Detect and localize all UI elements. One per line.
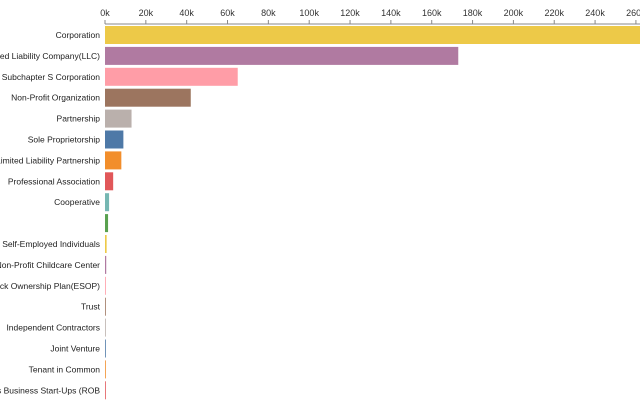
bar[interactable]: [105, 381, 106, 400]
category-label: Independent Contractors: [6, 323, 100, 333]
bar[interactable]: [105, 88, 191, 107]
bar[interactable]: [105, 46, 459, 65]
bar[interactable]: [105, 130, 124, 149]
x-tick-label: 20k: [139, 8, 154, 18]
bar[interactable]: [105, 360, 106, 379]
bar[interactable]: [105, 235, 107, 253]
x-tick-label: 260k: [626, 8, 640, 18]
bar[interactable]: [105, 318, 106, 337]
category-label: Subchapter S Corporation: [2, 72, 101, 82]
x-tick-label: 60k: [220, 8, 235, 18]
bar[interactable]: [105, 67, 238, 86]
category-label: Rollover as Business Start-Ups (ROB: [0, 385, 100, 395]
bars: [105, 26, 640, 400]
bar[interactable]: [105, 297, 106, 316]
x-tick-label: 240k: [585, 8, 605, 18]
x-tick-label: 40k: [179, 8, 194, 18]
category-labels: Corporation Limited Liability Company(LLC…: [0, 30, 101, 395]
x-tick-label: 200k: [504, 8, 524, 18]
category-label: Corporation: [56, 30, 101, 40]
category-label: Non-Profit Childcare Center: [0, 260, 100, 270]
category-label: Tenant in Common: [29, 364, 101, 374]
category-label: Cooperative: [54, 197, 100, 207]
category-label: Sole Proprietorship: [28, 135, 101, 145]
x-tick-label: 140k: [381, 8, 401, 18]
x-tick-label: 80k: [261, 8, 276, 18]
category-label: Employee Stock Ownership Plan(ESOP): [0, 281, 100, 291]
category-label: Limited Liability Partnership: [0, 155, 100, 165]
category-label: Limited Liability Company(LLC): [0, 51, 100, 61]
category-label: Self-Employed Individuals: [2, 239, 100, 249]
bar[interactable]: [105, 109, 132, 128]
x-tick-label: 120k: [340, 8, 360, 18]
bar[interactable]: [105, 276, 106, 295]
x-axis: 0k 20k 40k 60k 80k 100k 120k 140k 160k 180k 200k 22…: [100, 8, 640, 25]
x-tick-label: 180k: [463, 8, 483, 18]
bar[interactable]: [105, 172, 114, 191]
bar[interactable]: [105, 255, 107, 274]
category-label: Professional Association: [8, 176, 100, 186]
category-label: Joint Venture: [50, 344, 100, 354]
category-label: Non-Profit Organization: [11, 93, 100, 103]
bar[interactable]: [105, 26, 640, 44]
x-tick-label: 160k: [422, 8, 442, 18]
x-tick-label: 100k: [299, 8, 319, 18]
bar[interactable]: [105, 214, 109, 233]
category-label: Partnership: [57, 114, 101, 124]
x-tick-label: 0k: [100, 8, 110, 18]
category-label: Trust: [81, 302, 101, 312]
bar[interactable]: [105, 193, 110, 212]
bar[interactable]: [105, 151, 122, 170]
bar[interactable]: [105, 339, 106, 358]
x-tick-label: 220k: [544, 8, 564, 18]
